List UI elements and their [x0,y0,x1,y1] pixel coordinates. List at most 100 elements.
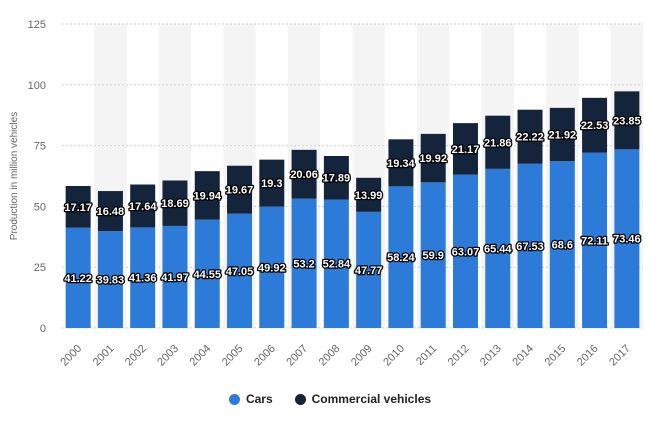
bar-commercial-2002 [130,184,156,228]
data-label-cars-2001: 39.83 [97,275,125,287]
legend-item-cars[interactable]: Cars [228,392,273,406]
bar-cars-2009 [356,211,382,328]
bar-commercial-2010 [388,139,414,187]
x-tick-label: 2015 [543,343,569,369]
data-label-cars-2002: 41.36 [129,273,157,285]
legend: Cars Commercial vehicles [0,392,660,406]
bar-commercial-2013 [485,115,511,169]
bar-cars-2015 [549,161,575,328]
y-tick-label: 25 [34,262,46,274]
x-tick-label: 2001 [91,343,117,369]
bar-commercial-2003 [162,180,188,226]
data-label-cars-2015: 68.6 [552,240,573,252]
bar-commercial-2008 [323,155,349,200]
data-label-cars-2000: 41.22 [64,273,92,285]
data-label-commercial-2006: 19.3 [261,178,282,190]
data-label-commercial-2013: 21.86 [484,137,512,149]
bar-cars-2008 [323,199,349,328]
bar-commercial-2004 [194,171,220,220]
bar-commercial-2017 [614,91,640,150]
data-label-commercial-2012: 21.17 [452,144,480,156]
data-label-commercial-2005: 19.67 [226,185,254,197]
data-label-commercial-2003: 18.69 [161,198,189,210]
data-label-cars-2006: 49.92 [258,262,286,274]
data-label-commercial-2010: 19.34 [387,158,415,170]
bar-cars-2005 [227,213,253,328]
bar-cars-2016 [582,152,608,328]
bar-commercial-2001 [97,191,123,232]
bar-cars-2014 [517,163,543,328]
legend-marker-commercial [294,393,306,405]
y-tick-label: 0 [40,323,46,335]
data-label-cars-2007: 53.2 [293,258,314,270]
bar-cars-2017 [614,149,640,328]
legend-item-commercial[interactable]: Commercial vehicles [294,392,432,406]
x-tick-label: 2011 [414,343,439,368]
x-tick-label: 2007 [284,343,310,369]
x-tick-label: 2003 [155,343,181,369]
data-label-cars-2012: 63.07 [452,246,480,258]
data-label-cars-2017: 73.46 [613,234,641,246]
data-label-cars-2010: 58.24 [387,252,415,264]
data-labels: 41.22 17.17 39.83 16.48 41.36 17.64 41.97 18.69… [63,114,642,288]
bar-cars-2012 [452,174,478,328]
x-tick-label: 2002 [123,343,149,369]
data-label-cars-2004: 44.55 [193,269,221,281]
bar-cars-2004 [194,219,220,328]
bar-commercial-2005 [227,165,253,214]
data-label-cars-2005: 47.05 [226,266,254,278]
x-tick-label: 2012 [446,343,472,369]
bar-commercial-2014 [517,109,543,164]
data-label-cars-2008: 52.84 [323,259,351,271]
x-tick-label: 2009 [349,343,375,369]
x-tick-label: 2005 [220,343,246,369]
bar-cars-2006 [259,206,285,328]
y-axis-ticks: 0 25 50 75 100 125 [28,19,46,335]
bar-commercial-2016 [582,97,608,153]
data-label-cars-2009: 47.77 [355,265,383,277]
x-tick-label: 2006 [252,343,278,369]
bar-commercial-2011 [420,133,446,183]
x-axis-ticks: 2000 2001 2002 2003 2004 2005 2006 2007 2008 2009… [58,343,633,369]
data-label-commercial-2014: 22.22 [516,132,544,144]
legend-label-cars: Cars [245,392,273,406]
data-label-commercial-2004: 19.94 [193,190,221,202]
data-label-cars-2003: 41.97 [161,272,189,284]
data-label-commercial-2017: 23.85 [613,115,641,127]
legend-label-commercial: Commercial vehicles [311,392,432,406]
data-label-commercial-2001: 16.48 [97,206,125,218]
legend-marker-cars [228,393,240,405]
x-tick-label: 2016 [575,343,601,369]
x-tick-label: 2000 [58,343,84,369]
gridlines [62,23,643,329]
bar-commercial-2000 [65,185,91,228]
data-label-cars-2016: 72.11 [581,235,608,247]
data-label-commercial-2007: 20.06 [290,169,318,181]
x-tick-label: 2013 [478,343,504,369]
bar-commercial-2015 [549,107,575,162]
y-tick-label: 50 [34,201,46,213]
y-tick-label: 75 [34,141,46,153]
data-label-commercial-2000: 17.17 [64,202,92,214]
bar-cars-2010 [388,186,414,328]
x-tick-label: 2017 [607,343,633,369]
data-label-commercial-2002: 17.64 [129,201,157,213]
y-tick-label: 100 [28,80,46,92]
data-label-commercial-2011: 19.92 [419,153,447,165]
y-axis-label: Production in million vehicles [9,112,20,240]
bar-cars-2000 [65,227,91,328]
data-label-commercial-2008: 17.89 [323,173,351,185]
x-tick-label: 2010 [381,343,407,369]
x-tick-label: 2008 [317,343,343,369]
data-label-commercial-2016: 22.53 [581,120,609,132]
data-label-cars-2013: 65.44 [484,243,512,255]
bar-cars-2003 [162,225,188,328]
bar-commercial-2006 [259,159,285,207]
bars [65,91,640,328]
bar-commercial-2009 [356,177,382,212]
bar-cars-2013 [485,168,511,328]
bar-cars-2007 [291,198,317,328]
x-tick-label: 2014 [510,343,536,369]
bar-cars-2011 [420,182,446,328]
